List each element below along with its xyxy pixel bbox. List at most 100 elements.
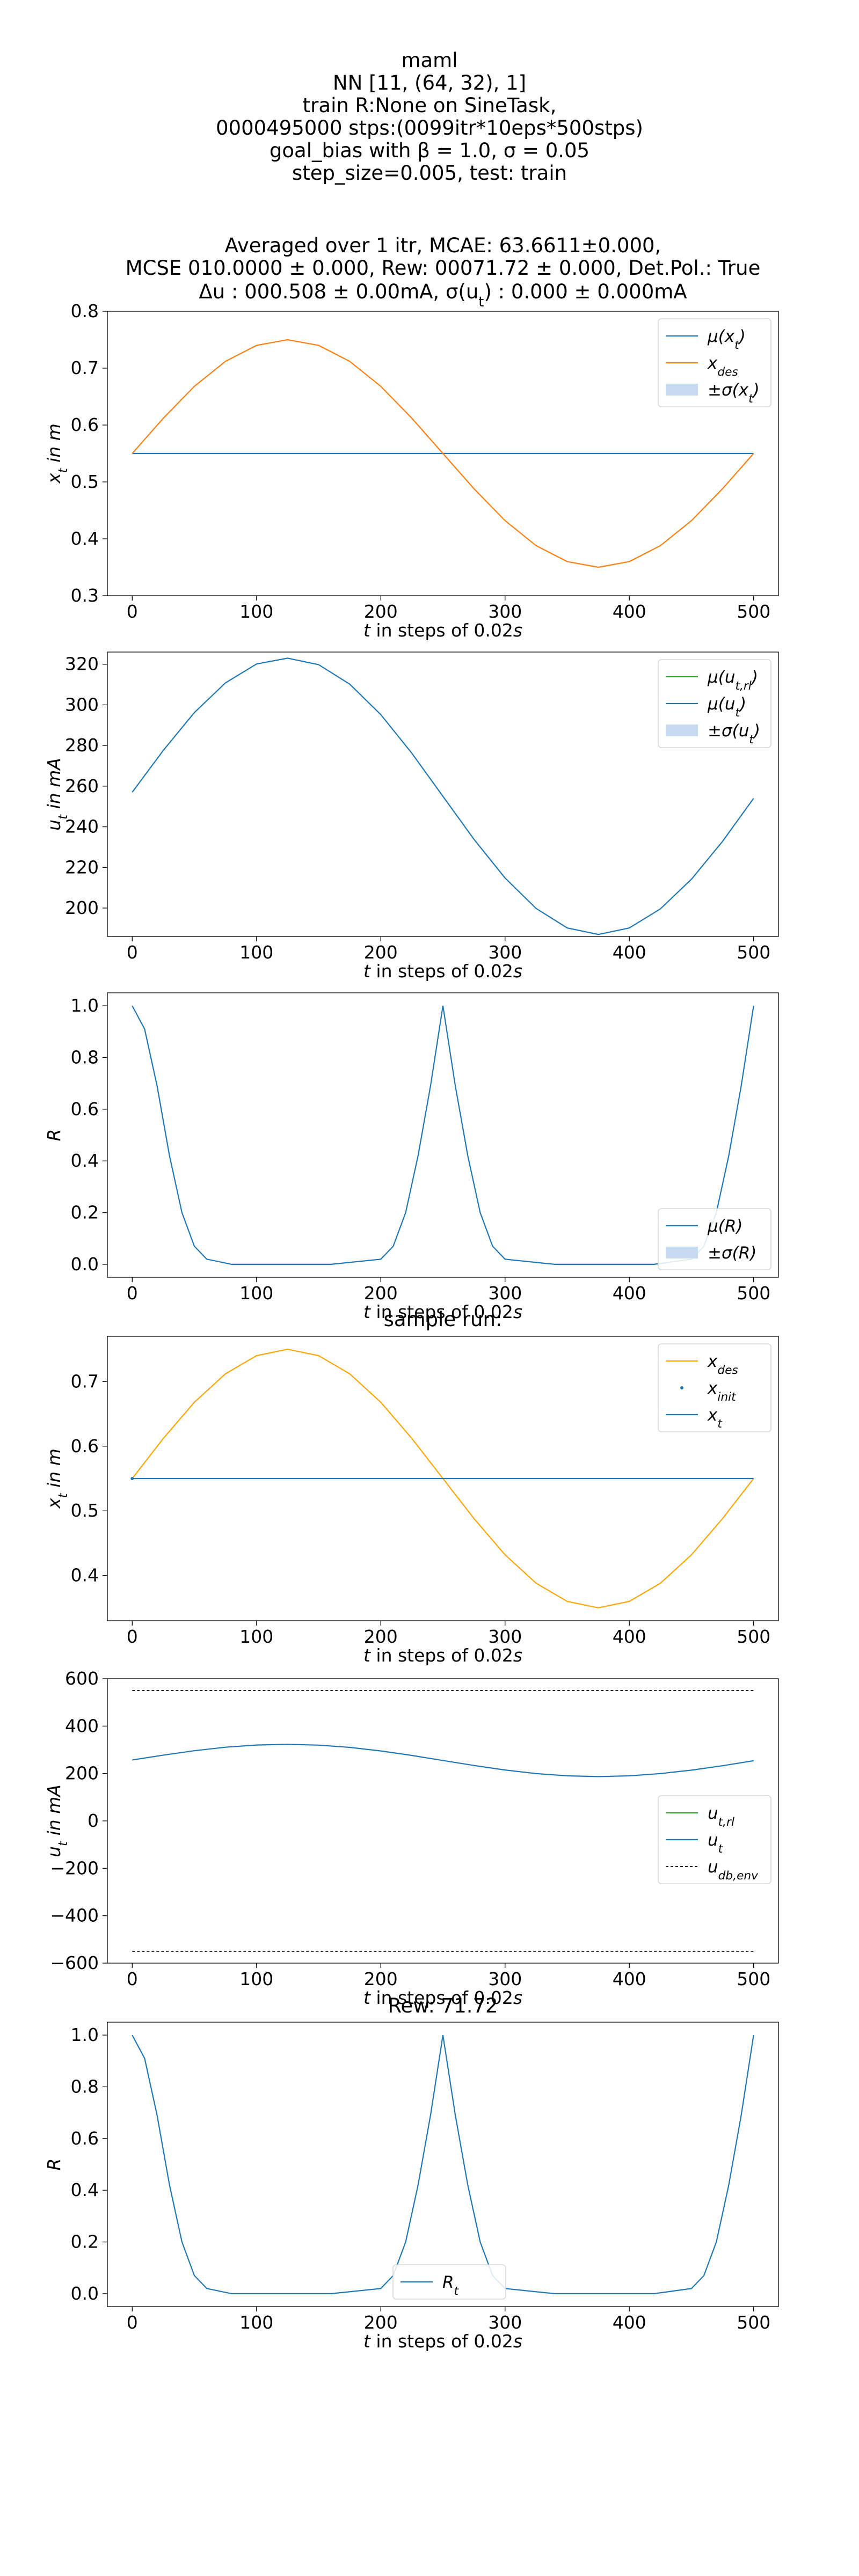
x-tick-label: 100 (239, 1626, 273, 1647)
x-tick-label: 300 (488, 1626, 522, 1647)
y-tick-label: 320 (65, 654, 99, 675)
x-tick-label: 0 (127, 942, 138, 963)
y-tick-label: 0.7 (71, 357, 99, 378)
x-tick-label: 0 (127, 2312, 138, 2333)
y-tick-label: 0.6 (71, 1099, 99, 1119)
legend-label: ±σ(R) (708, 1243, 756, 1263)
chart-sample-current: 0 100 200 300 400 500 −600 −400 −200 0 200 400 600 t … (43, 1668, 779, 2008)
chart-sample-position: sample run: 0 100 200 300 400 500 0.4 0.5 0.6 0.7 t… (43, 1308, 779, 1666)
y-tick-label: 0.5 (71, 1500, 99, 1521)
legend-label: ±σ(xt) (708, 380, 760, 406)
axes-frame (107, 652, 779, 937)
y-tick-label: 0.8 (71, 301, 99, 321)
x-axis-label: t in steps of 0.02s (363, 1987, 522, 2008)
legend: μ(xt)xdes±σ(xt) (658, 318, 771, 407)
y-tick-label: 220 (65, 857, 99, 877)
x-tick-label: 300 (488, 2312, 522, 2333)
chart-title-line: MCSE 010.0000 ± 0.000, Rew: 00071.72 ± 0… (126, 257, 761, 280)
header-line-goal-bias: goal_bias with β = 1.0, σ = 0.05 (269, 139, 590, 162)
y-axis-label: ut in mA (43, 1784, 70, 1857)
legend-label: μ(xt) (707, 327, 746, 352)
y-tick-label: 0.8 (71, 2076, 99, 2097)
x-tick-label: 200 (364, 1283, 398, 1304)
x-axis-label: t in steps of 0.02s (363, 1645, 522, 1666)
y-tick-label: 0.4 (71, 528, 99, 549)
series-line-r-t (132, 2035, 754, 2294)
y-tick-label: 0.8 (71, 1046, 99, 1067)
chart-title-line: Rew: 71.72 (388, 1994, 498, 2017)
y-tick-label: 200 (65, 897, 99, 918)
legend-box (392, 2264, 506, 2300)
x-tick-label: 500 (737, 1283, 770, 1304)
legend-label: xinit (707, 1379, 737, 1404)
y-tick-label: 260 (65, 775, 99, 796)
y-tick-label: 0.2 (71, 1202, 99, 1223)
legend-swatch (666, 384, 698, 396)
y-tick-label: −400 (50, 1905, 99, 1926)
chart-title-line: Δu : 000.508 ± 0.00mA, σ(ut) : 0.000 ± 0… (199, 280, 687, 310)
legend-swatch (666, 724, 698, 736)
x-tick-label: 300 (488, 1968, 522, 1989)
y-tick-label: 0.7 (71, 1371, 99, 1392)
chart-sample-reward: Rew: 71.72 0 100 200 300 400 500 0.0 0.2 0.4 0.6 0.… (43, 1994, 779, 2352)
x-axis-label: t in steps of 0.02s (363, 1301, 522, 1322)
legend-label: xdes (707, 354, 738, 379)
legend-box (658, 1795, 771, 1884)
series-line-x-des (132, 339, 754, 568)
axes-frame (107, 311, 779, 596)
x-tick-label: 400 (613, 1626, 646, 1647)
y-tick-label: 0.4 (71, 1150, 99, 1171)
x-tick-label: 200 (364, 2312, 398, 2333)
x-tick-label: 300 (488, 1283, 522, 1304)
y-tick-label: 300 (65, 694, 99, 715)
legend: μ(ut,rl)μ(ut)±σ(ut) (658, 659, 771, 748)
y-axis-label: R (43, 1129, 64, 1141)
y-tick-label: 1.0 (71, 2024, 99, 2045)
legend-label: ±σ(ut) (708, 721, 760, 747)
y-tick-label: 280 (65, 735, 99, 756)
y-tick-label: 200 (65, 1763, 99, 1784)
figure-header: maml NN [11, (64, 32), 1] train R:None o… (0, 0, 859, 185)
x-tick-label: 500 (737, 2312, 770, 2333)
y-tick-label: 0.0 (71, 2283, 99, 2304)
header-line-network: NN [11, (64, 32), 1] (332, 71, 527, 94)
y-axis-label: xt in m (43, 1448, 70, 1509)
chart-title-line: sample run: (384, 1308, 503, 1331)
y-axis-label: R (43, 2158, 64, 2171)
x-axis-label: t in steps of 0.02s (363, 961, 522, 982)
x-tick-label: 0 (127, 1283, 138, 1304)
series-line-u-t (132, 1744, 754, 1777)
x-tick-label: 100 (239, 2312, 273, 2333)
x-tick-label: 300 (488, 942, 522, 963)
x-tick-label: 400 (613, 601, 646, 622)
y-tick-label: 0.6 (71, 414, 99, 435)
legend-label: Rt (442, 2273, 460, 2298)
legend-label: ut (708, 1831, 724, 1856)
y-axis-label: ut in mA (43, 758, 70, 831)
x-tick-label: 0 (127, 1626, 138, 1647)
legend-label: μ(ut) (707, 694, 746, 720)
x-tick-label: 0 (127, 601, 138, 622)
y-tick-label: 0 (88, 1810, 99, 1831)
x-tick-label: 400 (613, 1968, 646, 1989)
axes-frame (107, 1336, 779, 1621)
x-tick-label: 400 (613, 942, 646, 963)
legend-swatch (680, 1386, 683, 1389)
x-tick-label: 300 (488, 601, 522, 622)
x-tick-label: 0 (127, 1968, 138, 1989)
x-tick-label: 200 (364, 601, 398, 622)
legend-box (658, 1343, 771, 1432)
x-tick-label: 500 (737, 1626, 770, 1647)
header-line-task: train R:None on SineTask, (302, 94, 557, 117)
x-tick-label: 100 (239, 601, 273, 622)
y-tick-label: 0.3 (71, 585, 99, 606)
axes-frame (107, 2022, 779, 2307)
chart-title-line: Averaged over 1 itr, MCAE: 63.6611±0.000… (225, 234, 661, 257)
y-tick-label: 240 (65, 816, 99, 837)
chart-avg-reward: 0 100 200 300 400 500 0.0 0.2 0.4 0.6 0.8 1.0 t in s… (43, 992, 779, 1322)
x-tick-label: 500 (737, 942, 770, 963)
x-axis-label: t in steps of 0.02s (363, 2331, 522, 2352)
x-tick-label: 400 (613, 2312, 646, 2333)
